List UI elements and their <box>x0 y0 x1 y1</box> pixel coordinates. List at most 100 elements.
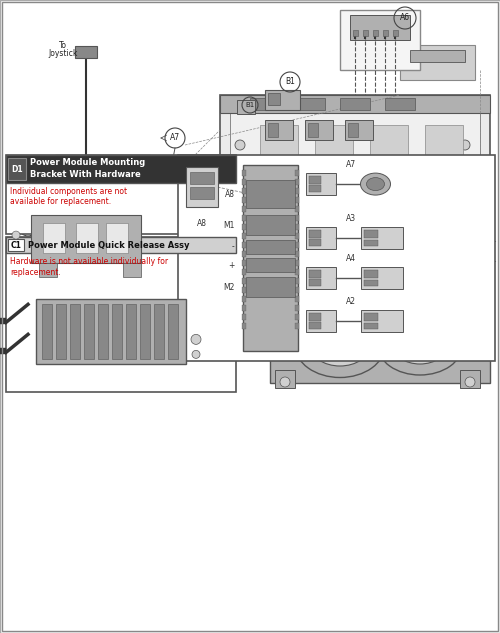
Text: A1b: A1b <box>82 235 98 241</box>
Bar <box>308 313 320 321</box>
Bar <box>70 160 75 225</box>
Text: A6: A6 <box>400 13 410 23</box>
Bar <box>306 310 336 332</box>
Bar <box>294 188 298 194</box>
Bar <box>242 165 298 351</box>
Bar <box>295 98 325 110</box>
Bar <box>61 160 67 225</box>
Bar <box>308 279 320 286</box>
Bar <box>6 237 236 392</box>
Ellipse shape <box>295 313 385 377</box>
Bar <box>413 255 437 260</box>
Bar <box>294 323 298 329</box>
Bar <box>294 287 298 293</box>
Circle shape <box>191 334 201 344</box>
Bar <box>413 249 437 254</box>
Bar <box>460 340 490 360</box>
Text: A4: A4 <box>46 215 54 221</box>
Bar <box>129 160 135 225</box>
Bar <box>260 125 298 305</box>
Text: Hardware is not available individually for
replacement.: Hardware is not available individually f… <box>10 258 168 277</box>
Bar <box>79 232 101 244</box>
Bar <box>385 98 415 110</box>
Circle shape <box>460 140 470 150</box>
Text: A7: A7 <box>170 134 180 142</box>
Bar <box>42 304 52 360</box>
Text: A2: A2 <box>346 297 356 306</box>
Bar <box>364 230 378 238</box>
Bar <box>315 125 353 305</box>
Circle shape <box>465 377 475 387</box>
Ellipse shape <box>360 173 390 195</box>
Bar <box>190 172 214 184</box>
Text: A7: A7 <box>346 160 356 169</box>
Text: -: - <box>490 248 494 258</box>
Text: A1a: A1a <box>60 235 74 241</box>
Text: +: + <box>228 261 234 270</box>
Bar <box>294 233 298 239</box>
Bar <box>242 188 246 194</box>
Bar <box>138 160 143 225</box>
Bar <box>242 296 246 302</box>
Bar <box>242 287 246 293</box>
Bar <box>190 200 214 228</box>
Bar <box>31 215 141 263</box>
Bar <box>43 223 65 253</box>
Bar <box>294 206 298 212</box>
Bar <box>75 46 97 58</box>
Bar <box>294 278 298 284</box>
Bar <box>159 200 169 210</box>
Bar <box>410 240 440 262</box>
Text: A2: A2 <box>24 224 32 230</box>
Bar <box>306 227 336 249</box>
Text: B1: B1 <box>246 102 254 108</box>
Bar <box>246 277 294 297</box>
Bar <box>98 304 108 360</box>
Bar <box>364 240 378 246</box>
Bar <box>383 30 388 36</box>
Bar <box>8 158 26 180</box>
Bar <box>400 45 475 80</box>
Bar <box>95 160 101 225</box>
Bar <box>8 239 24 251</box>
Bar <box>36 299 186 365</box>
Bar <box>242 206 246 212</box>
Text: A3: A3 <box>34 204 42 210</box>
Bar <box>70 304 80 360</box>
Ellipse shape <box>471 240 485 248</box>
Bar <box>23 184 28 190</box>
Bar <box>364 323 378 329</box>
Ellipse shape <box>471 248 485 256</box>
Circle shape <box>235 140 245 150</box>
Bar <box>39 263 57 277</box>
Text: +: + <box>488 257 496 267</box>
Bar <box>242 170 246 176</box>
Bar <box>294 296 298 302</box>
Text: -: - <box>232 242 234 251</box>
Bar <box>123 263 141 277</box>
Bar <box>306 173 336 195</box>
Bar <box>360 227 403 249</box>
Bar <box>250 98 280 110</box>
Bar <box>126 304 136 360</box>
Bar <box>242 242 246 248</box>
Bar <box>308 176 320 184</box>
Bar <box>353 30 358 36</box>
Bar <box>193 204 211 214</box>
Text: A8: A8 <box>196 219 206 228</box>
Bar <box>340 98 370 110</box>
Bar <box>246 180 294 208</box>
Bar <box>178 155 495 361</box>
Bar <box>294 179 298 185</box>
Bar <box>242 269 246 275</box>
Bar <box>242 224 246 230</box>
Bar <box>308 270 320 278</box>
Circle shape <box>280 377 290 387</box>
Bar <box>0 318 6 324</box>
Text: M1: M1 <box>223 220 234 230</box>
Bar <box>410 50 465 62</box>
Text: A3: A3 <box>346 214 356 223</box>
Bar <box>40 185 56 199</box>
Circle shape <box>12 231 20 239</box>
Bar <box>265 120 293 140</box>
